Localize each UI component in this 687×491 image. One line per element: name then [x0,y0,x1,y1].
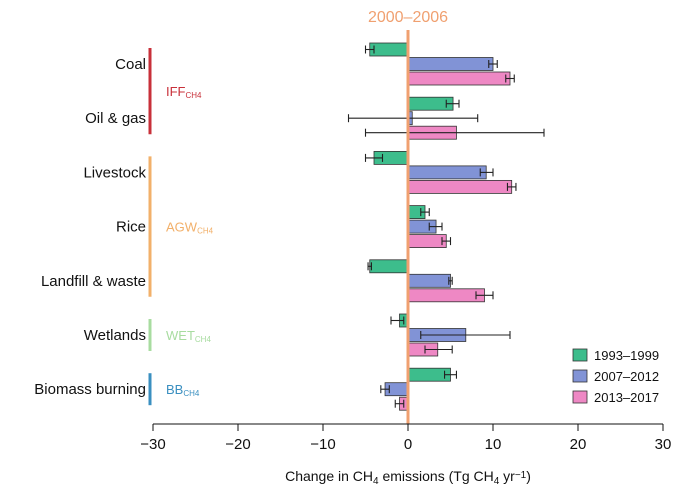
error-bar-biomass-burning-2 [380,385,390,394]
x-tick-label: 0 [404,436,412,453]
x-axis-label-part: yr [499,468,515,484]
x-tick-label: 30 [655,436,672,453]
group-label-sub: CH4 [183,390,200,399]
bar-landfill-waste-3 [407,288,485,303]
bar-livestock-2 [407,165,487,180]
bar-coal-2 [407,57,494,71]
category-label-wetlands: Wetlands [84,327,146,344]
bar-coal-3 [407,71,511,86]
x-axis-label-part: ) [526,468,531,484]
x-axis-label-part: emissions (Tg CH [379,468,494,484]
error-bar-wetlands-2 [420,331,511,339]
legend-swatch-2 [572,369,588,383]
error-bar-oil-gas-3 [364,128,545,137]
error-bar-oil-gas-2 [347,114,479,123]
x-axis-label-part: 4 [373,476,379,487]
reference-line-layer: 2000–2006 [368,9,448,424]
bar-rice-3 [407,234,447,249]
error-bar-rice-2 [428,222,443,231]
error-bar-livestock-2 [479,168,494,177]
group-label-bb: BBCH4 [166,382,200,398]
category-label-rice: Rice [116,219,146,236]
error-bar-coal-2 [488,60,498,68]
x-axis-label: Change in CH4 emissions (Tg CH4 yr−1) [285,468,531,487]
bar-livestock-3 [407,179,513,194]
error-bar-rice-3 [441,237,452,246]
category-label-coal: Coal [115,56,146,73]
group-label-main: BB [166,382,183,397]
legend-label-1: 1993–1999 [594,348,659,363]
error-bar-coal-1 [364,45,375,54]
error-bar-rice-1 [420,208,430,217]
x-axis-label-part: 4 [494,476,500,487]
x-tick-label: 20 [570,436,587,453]
legend: 1993–1999 2007–2012 2013–2017 [572,348,659,405]
group-label-agw: AGWCH4 [166,220,214,236]
error-bar-coal-3 [505,74,515,83]
group-label-main: AGW [166,220,198,235]
error-bar-landfill-waste-3 [475,291,494,300]
legend-swatch-3 [572,390,588,404]
group-label-sub: CH4 [197,227,214,236]
group-label-main: IFF [166,84,186,99]
legend-label-3: 2013–2017 [594,390,659,405]
error-bar-livestock-1 [364,153,384,162]
category-labels: Coal Oil & gas Livestock Rice Landfill & was… [34,56,146,398]
error-bar-wetlands-3 [424,345,453,354]
category-label-oil-gas: Oil & gas [85,110,146,127]
group-label-wet: WETCH4 [166,328,211,344]
bar-coal-1 [369,42,409,57]
bar-landfill-waste-2 [407,273,451,288]
error-bar-biomass-burning-3 [394,399,405,408]
error-bar-wetlands-1 [390,316,405,325]
error-bar-landfill-waste-2 [448,276,453,285]
legend-swatch-1 [572,348,588,362]
group-label-sub: CH4 [195,335,212,344]
x-tick-label: −20 [225,436,250,453]
group-label-main: WET [166,328,195,343]
reference-label: 2000–2006 [368,9,448,26]
error-bar-landfill-waste-1 [367,262,373,271]
category-label-livestock: Livestock [83,164,146,181]
category-label-landfill-waste: Landfill & waste [41,273,146,290]
x-axis-label-part: −1 [515,470,527,481]
x-tick-label: −30 [140,436,165,453]
group-label-iff: IFFCH4 [166,84,202,100]
error-bar-biomass-burning-1 [443,370,458,379]
category-label-biomass-burning: Biomass burning [34,381,146,398]
x-tick-label: 10 [485,436,502,453]
bar-landfill-waste-1 [369,259,409,274]
group-label-sub: CH4 [186,91,203,100]
legend-label-2: 2007–2012 [594,369,659,384]
x-axis-label-part: Change in CH [285,468,373,484]
x-tick-label: −10 [310,436,335,453]
bars-layer [347,42,545,411]
error-bar-oil-gas-1 [445,99,460,108]
error-bar-livestock-3 [506,182,517,191]
